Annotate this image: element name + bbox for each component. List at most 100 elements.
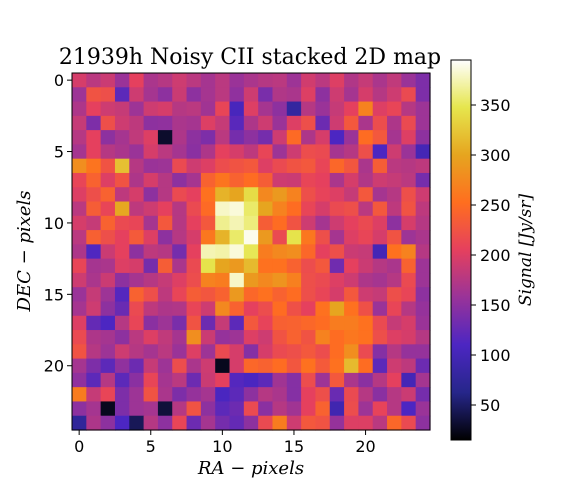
heatmap-cell <box>401 301 417 317</box>
x-axis-ticks: 0 5 10 15 20 <box>74 430 376 456</box>
heatmap-cell <box>258 415 274 431</box>
heatmap-cell <box>172 244 188 260</box>
heatmap-cell <box>129 258 145 274</box>
heatmap-cell <box>72 73 87 88</box>
heatmap-cell <box>229 358 245 374</box>
heatmap-cell <box>372 87 388 103</box>
heatmap-cell <box>200 215 216 231</box>
heatmap-cell <box>286 87 302 103</box>
heatmap-cell <box>229 330 245 345</box>
heatmap-cell <box>229 372 245 388</box>
heatmap-cell <box>143 258 159 274</box>
heatmap-cell <box>358 330 374 345</box>
heatmap-cell <box>258 387 274 403</box>
heatmap-cell <box>258 158 274 174</box>
y-axis-ticks: 0 5 10 15 20 <box>44 71 72 376</box>
heatmap-cell <box>129 301 145 317</box>
heatmap-cell <box>401 130 417 145</box>
heatmap-cell <box>215 201 231 217</box>
heatmap-cell <box>100 301 116 317</box>
heatmap-cell <box>415 144 431 160</box>
heatmap-cell <box>243 115 259 131</box>
heatmap-cell <box>114 201 130 217</box>
heatmap-cell <box>143 244 159 260</box>
heatmap-cell <box>229 230 245 245</box>
heatmap-cell <box>157 344 173 360</box>
heatmap-cell <box>415 372 431 388</box>
heatmap-cell <box>315 415 331 431</box>
heatmap-cell <box>387 144 402 160</box>
heatmap-cell <box>143 344 159 360</box>
heatmap-cell <box>100 158 116 174</box>
heatmap-cell <box>157 301 173 317</box>
heatmap-cell <box>315 258 331 274</box>
heatmap-cell <box>401 115 417 131</box>
heatmap-cell <box>72 358 87 374</box>
heatmap-cell <box>372 401 388 417</box>
x-tick-label: 5 <box>146 437 156 456</box>
heatmap-cell <box>286 258 302 274</box>
heatmap-cell <box>286 287 302 303</box>
heatmap-cell <box>157 215 173 231</box>
heatmap-cell <box>100 73 116 88</box>
heatmap-cell <box>215 115 231 131</box>
heatmap-cell <box>86 201 102 217</box>
heatmap-cell <box>243 344 259 360</box>
heatmap-cell <box>200 73 216 88</box>
heatmap-cell <box>415 315 431 331</box>
heatmap-cell <box>200 287 216 303</box>
heatmap-cell <box>72 272 87 288</box>
heatmap-cell <box>114 401 130 417</box>
heatmap-cell <box>129 201 145 217</box>
heatmap-cell <box>129 187 145 203</box>
heatmap-cell <box>272 73 288 88</box>
heatmap-cell <box>344 172 359 188</box>
heatmap-cell <box>372 387 388 403</box>
y-tick-label: 5 <box>54 143 64 162</box>
heatmap-cell <box>243 244 259 260</box>
heatmap-cell <box>387 301 402 317</box>
heatmap-cell <box>186 358 202 374</box>
heatmap-cell <box>86 87 102 103</box>
heatmap-cell <box>401 315 417 331</box>
colorbar-tick-label: 300 <box>480 146 511 165</box>
heatmap-cell <box>358 87 374 103</box>
heatmap-cell <box>401 187 417 203</box>
heatmap-cell <box>401 215 417 231</box>
heatmap-cell <box>286 230 302 245</box>
heatmap-cell <box>186 315 202 331</box>
heatmap-cell <box>129 101 145 117</box>
heatmap-cell <box>129 315 145 331</box>
heatmap-cell <box>172 158 188 174</box>
heatmap-cell <box>200 344 216 360</box>
heatmap-cell <box>401 401 417 417</box>
heatmap-cell <box>186 87 202 103</box>
heatmap-cell <box>143 130 159 145</box>
heatmap-cell <box>258 372 274 388</box>
heatmap-cell <box>72 415 87 431</box>
heatmap-cell <box>415 201 431 217</box>
heatmap-cell <box>387 401 402 417</box>
heatmap-cell <box>315 73 331 88</box>
heatmap-cell <box>186 73 202 88</box>
heatmap-cell <box>387 215 402 231</box>
heatmap-cell <box>129 244 145 260</box>
heatmap-cell <box>301 358 317 374</box>
heatmap-cell <box>114 372 130 388</box>
heatmap-cell <box>372 187 388 203</box>
heatmap-cell <box>372 415 388 431</box>
x-tick-label: 15 <box>284 437 304 456</box>
heatmap-cell <box>143 73 159 88</box>
heatmap-cell <box>415 130 431 145</box>
heatmap-cell <box>415 344 431 360</box>
heatmap-cell <box>114 87 130 103</box>
heatmap-cell <box>358 215 374 231</box>
heatmap-cell <box>100 201 116 217</box>
heatmap-cell <box>215 230 231 245</box>
heatmap-cell <box>157 415 173 431</box>
heatmap-cell <box>114 415 130 431</box>
heatmap-cell <box>258 301 274 317</box>
heatmap-cell <box>72 144 87 160</box>
heatmap-cell <box>172 287 188 303</box>
heatmap-cell <box>186 401 202 417</box>
